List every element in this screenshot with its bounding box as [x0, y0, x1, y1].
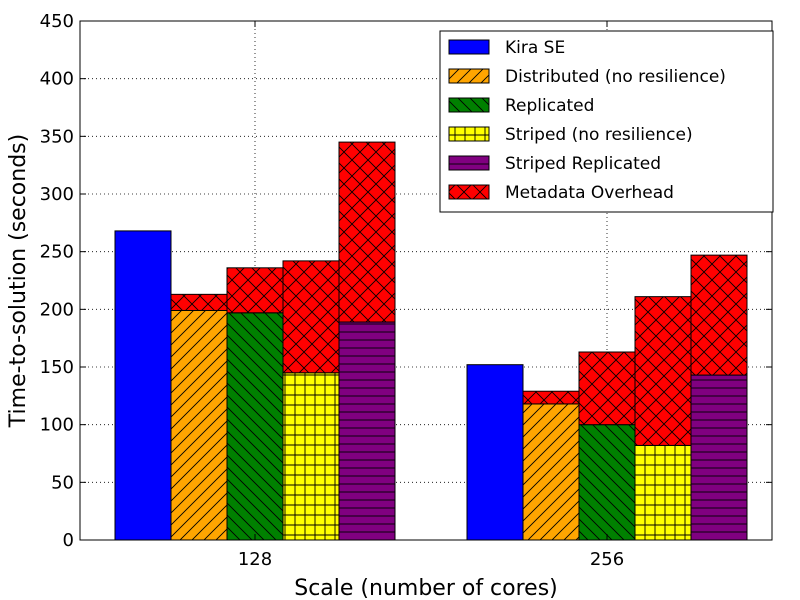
x-axis-label: Scale (number of cores) [294, 576, 558, 600]
bar-metadata-overhead-striped-no-resilience--128 [282, 260, 340, 374]
y-tick-label-8: 400 [40, 69, 74, 90]
bar-replicated-128 [226, 312, 284, 541]
legend-swatch [448, 39, 490, 55]
plot-frame [79, 20, 773, 541]
y-axis-label: Time-to-solution (seconds) [6, 134, 31, 428]
y-tick-label-9: 450 [40, 11, 74, 32]
y-tick-label-0: 0 [63, 530, 74, 551]
bar-distributed-no-resilience--256 [522, 403, 580, 541]
legend-entry-striped-no-resilience-: Striped (no resilience) [448, 125, 693, 145]
legend: Kira SE Distributed (no resilience) Replic… [439, 30, 774, 213]
x-tick-label-1: 256 [590, 549, 624, 570]
legend-label: Striped Replicated [505, 154, 661, 174]
legend-entry-metadata-overhead: Metadata Overhead [448, 183, 674, 203]
legend-swatch [448, 68, 490, 84]
legend-entry-distributed-no-resilience-: Distributed (no resilience) [448, 67, 726, 87]
bar-metadata-overhead-striped-replicated-256 [690, 254, 748, 376]
legend-swatch [448, 155, 490, 171]
bar-metadata-overhead-replicated-256 [578, 351, 636, 426]
legend-swatch [448, 126, 490, 142]
legend-label: Kira SE [505, 38, 565, 58]
bar-replicated-256 [578, 424, 636, 541]
legend-label: Metadata Overhead [505, 183, 674, 203]
legend-box [439, 30, 774, 213]
legend-swatch [448, 97, 490, 113]
bar-metadata-overhead-striped-no-resilience--256 [634, 296, 692, 446]
y-tick-label-5: 250 [40, 242, 74, 263]
axis-ticks: 0 50 100 150 200 250 300 350 400 450 128 256 [40, 11, 772, 570]
x-tick-label-0: 128 [238, 549, 272, 570]
y-tick-label-2: 100 [40, 415, 74, 436]
legend-entry-kira-se: Kira SE [448, 38, 565, 58]
bar-kira-se-256 [466, 364, 524, 541]
bar-metadata-overhead-striped-replicated-128 [338, 141, 396, 323]
bar-distributed-no-resilience--128 [170, 309, 228, 541]
y-tick-label-7: 350 [40, 126, 74, 147]
legend-label: Striped (no resilience) [505, 125, 693, 145]
bar-striped-replicated-256 [690, 374, 748, 541]
bar-kira-se-128 [114, 230, 172, 541]
legend-label: Distributed (no resilience) [505, 67, 726, 87]
y-tick-label-3: 150 [40, 357, 74, 378]
bar-metadata-overhead-distributed-no-resilience--256 [522, 390, 580, 405]
y-tick-label-6: 300 [40, 184, 74, 205]
bar-striped-no-resilience--128 [282, 372, 340, 541]
bar-striped-no-resilience--256 [634, 444, 692, 541]
legend-entry-striped-replicated: Striped Replicated [448, 154, 661, 174]
legend-swatch [448, 184, 490, 200]
bar-metadata-overhead-replicated-128 [226, 267, 284, 314]
bars [114, 141, 748, 541]
legend-entry-replicated: Replicated [448, 96, 594, 116]
bar-metadata-overhead-distributed-no-resilience--128 [170, 293, 228, 311]
y-tick-label-1: 50 [51, 472, 74, 493]
legend-label: Replicated [505, 96, 594, 116]
bar-striped-replicated-128 [338, 321, 396, 541]
y-tick-label-4: 200 [40, 299, 74, 320]
